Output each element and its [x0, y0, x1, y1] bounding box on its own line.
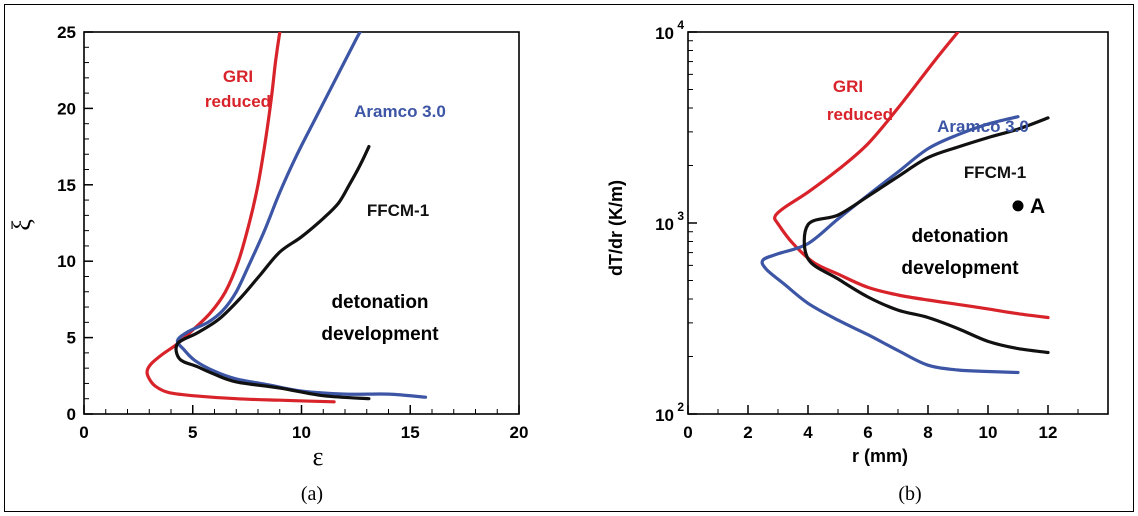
caption-b: (b)	[898, 483, 921, 505]
x-tick-label-b: 4	[803, 423, 813, 442]
series-line-gri-reduced-b	[773, 32, 1050, 320]
y-tick-label-a: 0	[67, 405, 76, 424]
region-label-a-line2: development	[321, 324, 439, 345]
y-axis-title-a: ξ	[7, 219, 36, 231]
series-label-aramco-a: Aramco 3.0	[354, 102, 446, 121]
caption-a: (a)	[301, 483, 323, 505]
y-tick-label-b: 10	[655, 24, 674, 43]
series-line-aramco-3-b	[760, 115, 1020, 375]
x-tick-label-a: 15	[401, 423, 420, 442]
series-label-gri-a-line1: GRI	[223, 67, 253, 86]
x-tick-label-a: 10	[292, 423, 311, 442]
x-axis-title-b: r (mm)	[852, 446, 908, 466]
x-tick-label-b: 10	[979, 423, 998, 442]
y-tick-label-a: 5	[67, 329, 76, 348]
y-tick-label-a: 15	[57, 176, 76, 195]
y-tick-exponent-b: 3	[677, 209, 684, 223]
plot-area-a	[83, 31, 520, 415]
region-label-b-line2: development	[901, 258, 1019, 279]
figure-frame	[4, 4, 1134, 512]
series-label-gri-b-line1: GRI	[833, 77, 863, 96]
y-axis-title-b: dT/dr (K/m)	[606, 180, 626, 276]
x-tick-label-b: 8	[923, 423, 932, 442]
region-label-a-line1: detonation	[331, 292, 428, 313]
y-tick-label-b: 10	[655, 406, 674, 425]
series-line-ffcm-1-a	[174, 145, 371, 401]
y-tick-exponent-b: 2	[677, 400, 684, 414]
point-a-marker	[1012, 200, 1024, 212]
y-tick-label-b: 10	[655, 215, 674, 234]
x-tick-label-a: 5	[188, 423, 197, 442]
point-a-label: A	[1030, 195, 1045, 218]
y-tick-exponent-b: 4	[677, 18, 684, 32]
x-tick-label-b: 0	[683, 423, 692, 442]
series-label-ffcm-a: FFCM-1	[367, 201, 429, 220]
y-tick-label-a: 20	[57, 99, 76, 118]
series-label-gri-b-line2: reduced	[827, 105, 893, 124]
x-tick-label-a: 0	[79, 423, 88, 442]
x-axis-title-a: ε	[313, 442, 324, 471]
x-tick-label-b: 6	[863, 423, 872, 442]
y-tick-label-a: 25	[57, 23, 76, 42]
region-label-b-line1: detonation	[911, 226, 1008, 247]
series-label-aramco-b: Aramco 3.0	[937, 117, 1029, 136]
x-tick-label-b: 12	[1039, 423, 1058, 442]
chart-panel-a: 0 5 10 15 20 0 5 10 15 20 25 ε ξ detonation develo…	[7, 23, 528, 505]
x-tick-label-b: 2	[743, 423, 752, 442]
plot-area-b	[687, 31, 1109, 415]
series-label-gri-a-line2: reduced	[205, 92, 271, 111]
series-line-ffcm-1-b	[802, 116, 1050, 355]
x-tick-label-a: 20	[510, 423, 529, 442]
series-label-ffcm-b: FFCM-1	[964, 163, 1026, 182]
y-tick-label-a: 10	[57, 252, 76, 271]
